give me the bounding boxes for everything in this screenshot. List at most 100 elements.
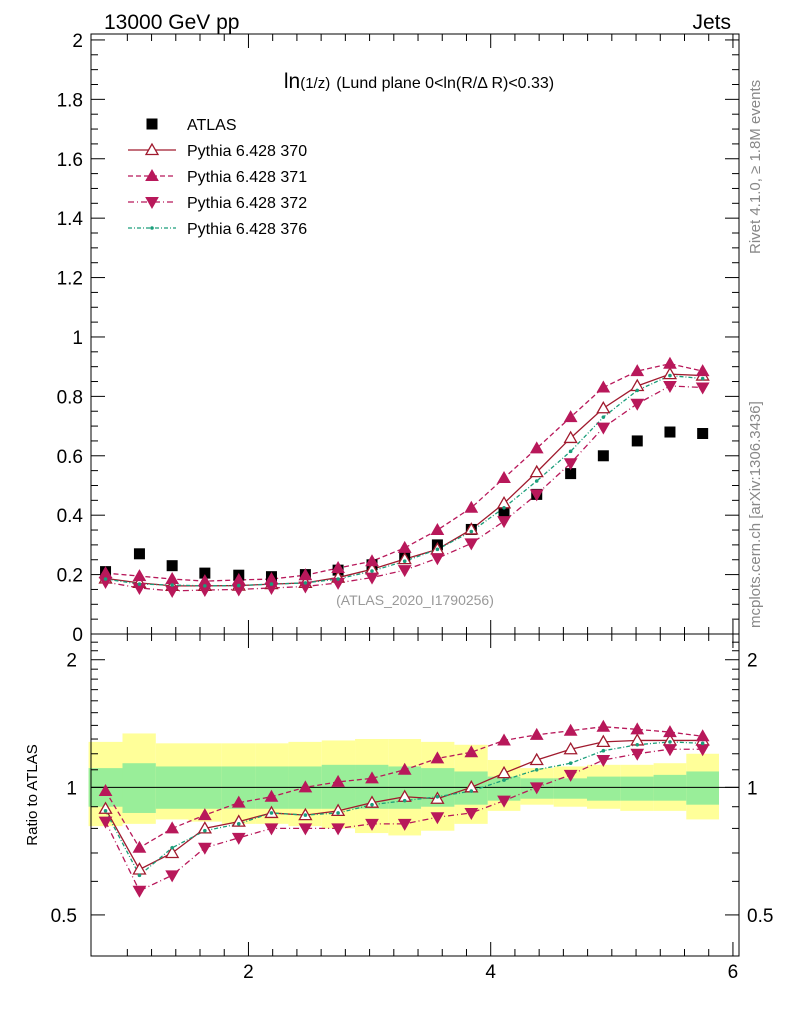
ratio-y-tick-label-right: 1: [747, 778, 758, 799]
ratio-point-p371: [397, 762, 412, 775]
ratio-point-p372: [695, 744, 710, 757]
main-y-tick-label: 0: [72, 625, 83, 646]
legend-marker-p370: [144, 142, 160, 156]
data-point-p371: [663, 356, 677, 369]
data-point-p376: [170, 583, 174, 587]
data-point-p376: [336, 577, 340, 581]
ratio-y-tick-label: 0.5: [51, 906, 77, 927]
data-point-p372: [430, 553, 445, 566]
ratio-point-p372: [663, 744, 677, 757]
ratio-point-p371: [663, 725, 677, 738]
data-point-p376: [269, 582, 274, 586]
main-y-tick-label: 0.4: [57, 506, 84, 527]
ratio-y-axis-label: Ratio to ATLAS: [24, 744, 41, 845]
ratio-point-p371: [497, 733, 511, 746]
ratio-point-p376: [568, 761, 573, 766]
mcplots-reference-label: mcplots.cern.ch [arXiv:1306.3436]: [747, 401, 764, 628]
ratio-point-p370: [165, 845, 180, 859]
ratio-x-tick-label: 6: [728, 962, 739, 983]
data-point-p371: [430, 523, 445, 536]
data-point-p370: [563, 430, 578, 444]
ratio-point-p371: [165, 821, 180, 834]
ratio-point-p376: [402, 798, 407, 803]
main-y-tick-label: 2: [72, 31, 83, 52]
legend-marker-p376: [150, 226, 154, 230]
main-axis-ticks: 0 0.2 0.4 0.6 0.8 1 1.2 1.4 1.6 1.8 2: [57, 31, 739, 646]
ratio-point-p371: [231, 795, 246, 808]
legend-marker-p372: [145, 197, 159, 210]
ratio-point-p372: [298, 823, 313, 836]
ratio-point-p371: [197, 808, 212, 821]
legend-label: ATLAS: [187, 117, 237, 134]
data-point-p372: [464, 538, 479, 551]
ratio-band-inner: [122, 763, 156, 813]
data-point-data: [498, 506, 510, 518]
data-point-p372: [663, 380, 677, 393]
ratio-point-p376: [700, 741, 705, 746]
data-point-data: [664, 426, 676, 438]
data-point-p376: [103, 577, 108, 581]
data-point-p371: [630, 364, 645, 377]
ratio-point-p370: [529, 752, 544, 766]
ratio-point-p371: [529, 727, 544, 740]
main-y-tick-label: 1.8: [57, 90, 83, 111]
data-point-p371: [132, 569, 147, 582]
data-point-p370: [529, 464, 544, 478]
data-point-p371: [331, 561, 345, 574]
data-point-p372: [695, 382, 710, 395]
data-point-data: [199, 567, 211, 579]
data-point-p372: [563, 458, 578, 471]
legend-label: Pythia 6.428 370: [187, 143, 307, 160]
data-point-p376: [568, 449, 573, 454]
ratio-point-p370: [364, 795, 380, 808]
ratio-y-tick-label-right: 0.5: [747, 906, 773, 927]
data-point-p372: [165, 585, 180, 598]
ratio-point-p372: [529, 782, 544, 795]
ratio-point-p372: [365, 818, 379, 831]
ratio-point-p376: [370, 802, 374, 807]
ratio-point-p376: [469, 789, 474, 793]
data-point-p371: [365, 554, 379, 567]
ratio-point-p372: [563, 769, 578, 782]
ratio-point-p372: [331, 823, 345, 836]
data-point-data: [597, 450, 609, 462]
ratio-point-p376: [435, 794, 440, 799]
ratio-y-tick-label: 1: [66, 778, 77, 799]
ratio-point-p372: [132, 885, 147, 898]
ratio-plot-panel: 0.5 0.5 1 1 2 2 2 4 6 Ratio to ATLAS: [24, 633, 773, 983]
ratio-point-p371: [563, 723, 578, 736]
ratio-point-p371: [132, 840, 147, 853]
data-point-p376: [469, 529, 474, 534]
ratio-point-p371: [365, 771, 379, 784]
ratio-point-p372: [464, 807, 479, 820]
main-series-group: [98, 356, 710, 598]
data-point-data: [133, 548, 145, 560]
data-point-p376: [236, 583, 241, 588]
data-point-data: [166, 560, 178, 572]
ratio-point-p371: [264, 789, 279, 802]
legend-label: Pythia 6.428 376: [187, 221, 307, 238]
data-point-p376: [435, 547, 440, 552]
ratio-point-p370: [563, 741, 578, 755]
data-point-p370: [596, 400, 611, 414]
data-point-p372: [630, 398, 645, 411]
data-point-p376: [635, 388, 640, 393]
ratio-point-p376: [170, 845, 174, 850]
data-point-p372: [397, 565, 412, 578]
data-point-p372: [497, 516, 511, 529]
data-point-p376: [370, 569, 374, 573]
legend-marker-p371: [145, 168, 159, 181]
data-point-p370: [662, 366, 678, 380]
ratio-y-tick-label: 2: [66, 651, 77, 672]
ratio-y-tick-label-right: 2: [747, 651, 758, 672]
data-point-p376: [303, 581, 308, 585]
legend-label: Pythia 6.428 371: [187, 169, 307, 186]
main-y-tick-label: 1.4: [57, 209, 84, 230]
data-point-p376: [601, 415, 606, 419]
data-point-p376: [203, 584, 207, 588]
ratio-point-p376: [502, 778, 506, 782]
data-point-p371: [165, 572, 180, 585]
data-point-p372: [365, 572, 379, 585]
ratio-point-p372: [596, 755, 611, 768]
ratio-point-p371: [331, 774, 345, 787]
